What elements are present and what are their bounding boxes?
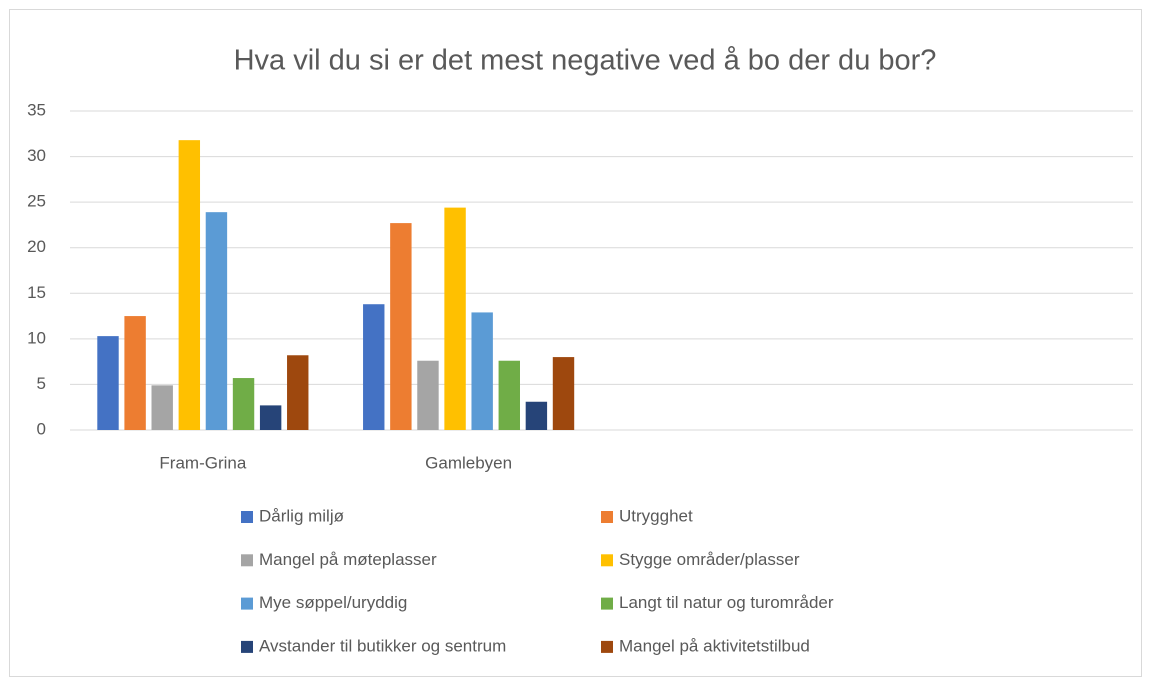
legend-label: Mye søppel/uryddig [259,593,407,612]
bar [205,212,228,430]
y-tick-label: 20 [27,237,46,256]
legend-swatch [601,554,613,567]
bar [471,312,493,430]
y-tick-label: 35 [27,100,46,119]
legend-label: Langt til natur og turområder [619,593,834,612]
bar [525,401,548,430]
bar [178,140,201,430]
chart-title: Hva vil du si er det mest negative ved å… [234,45,937,77]
y-tick-label: 5 [37,374,46,393]
bar [498,360,520,430]
bar [151,385,173,430]
y-tick-label: 0 [37,419,46,438]
legend-swatch [241,597,253,610]
y-tick-label: 15 [27,283,46,302]
legend-swatch [241,640,253,653]
x-tick-label: Fram-Grina [159,453,246,472]
bar [287,355,309,430]
y-tick-label: 30 [27,146,46,165]
legend-label: Dårlig miljø [259,506,344,525]
bar [124,316,146,430]
legend-swatch [601,511,613,523]
y-tick-label: 10 [27,328,46,347]
x-tick-label: Gamlebyen [425,453,512,472]
bar [97,336,119,430]
y-tick-label: 25 [27,192,46,211]
bar [552,357,575,430]
legend-label: Mangel på aktivitetstilbud [619,636,810,655]
bar [390,223,412,430]
bar [232,378,255,430]
bar [417,360,439,430]
legend-swatch [601,640,613,653]
legend-swatch [241,511,253,523]
legend-label: Stygge områder/plasser [619,550,800,569]
bar [363,304,385,430]
legend-label: Utrygghet [619,506,693,525]
legend-swatch [601,597,613,610]
legend-label: Avstander til butikker og sentrum [259,636,506,655]
bar [444,207,466,430]
legend-label: Mangel på møteplasser [259,550,437,569]
bar [259,405,282,430]
legend-swatch [241,554,253,567]
